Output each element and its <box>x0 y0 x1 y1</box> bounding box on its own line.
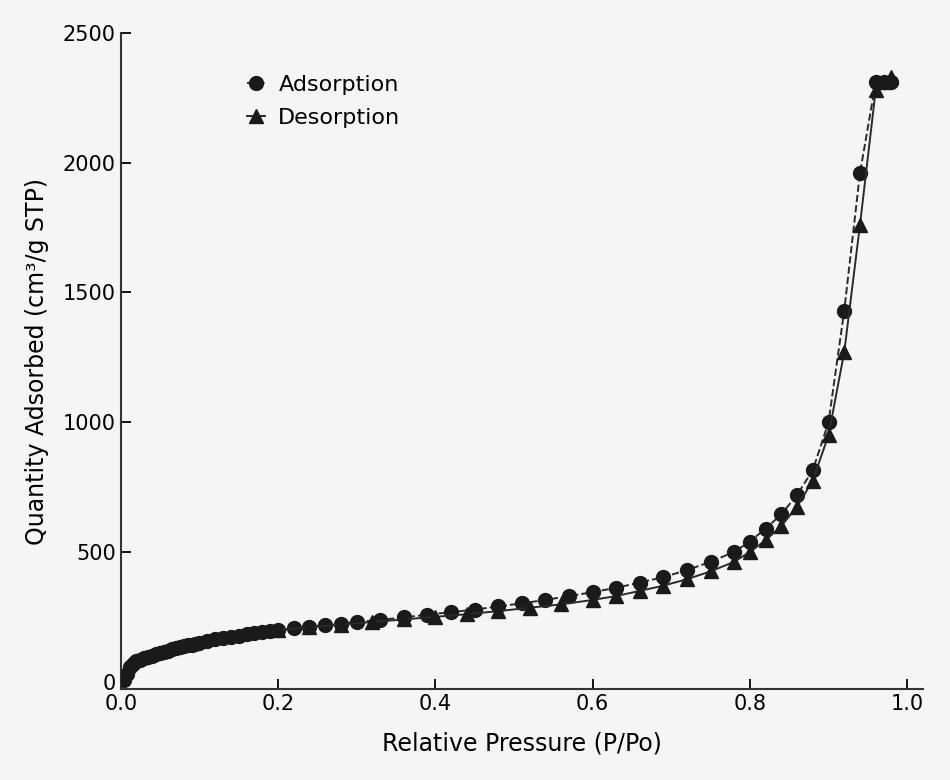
Desorption <box>878 78 889 87</box>
Desorption <box>367 617 378 626</box>
Desorption <box>870 85 882 94</box>
Desorption <box>634 587 645 596</box>
Adsorption <box>118 675 129 685</box>
Desorption <box>492 606 504 615</box>
Desorption <box>760 536 771 545</box>
Desorption <box>839 347 850 356</box>
Desorption <box>681 575 693 584</box>
Legend: Adsorption, Desorption: Adsorption, Desorption <box>237 64 411 140</box>
Desorption <box>808 476 819 485</box>
Adsorption <box>885 78 897 87</box>
Desorption <box>885 73 897 82</box>
Desorption <box>611 591 622 601</box>
Desorption <box>657 581 669 590</box>
Desorption <box>854 220 865 229</box>
Adsorption <box>870 78 882 87</box>
Desorption <box>556 600 567 609</box>
Adsorption <box>288 624 299 633</box>
Desorption <box>524 603 536 612</box>
Desorption <box>398 615 409 624</box>
Desorption <box>429 612 441 622</box>
Desorption <box>273 626 284 635</box>
Adsorption <box>190 639 201 648</box>
Adsorption <box>540 595 551 604</box>
X-axis label: Relative Pressure (P/Po): Relative Pressure (P/Po) <box>382 731 662 755</box>
Adsorption <box>264 626 276 636</box>
Desorption <box>335 620 347 629</box>
Line: Desorption: Desorption <box>271 70 899 637</box>
Desorption <box>461 609 472 619</box>
Desorption <box>775 521 787 530</box>
Adsorption <box>181 640 193 650</box>
Desorption <box>729 557 740 566</box>
Line: Adsorption: Adsorption <box>117 76 899 687</box>
Desorption <box>823 431 834 440</box>
Desorption <box>587 595 598 604</box>
Desorption <box>791 502 803 511</box>
Adsorption <box>878 78 889 87</box>
Desorption <box>744 548 755 557</box>
Y-axis label: Quantity Adsorbed (cm³/g STP): Quantity Adsorbed (cm³/g STP) <box>25 178 49 544</box>
Desorption <box>304 622 315 632</box>
Desorption <box>705 567 716 576</box>
